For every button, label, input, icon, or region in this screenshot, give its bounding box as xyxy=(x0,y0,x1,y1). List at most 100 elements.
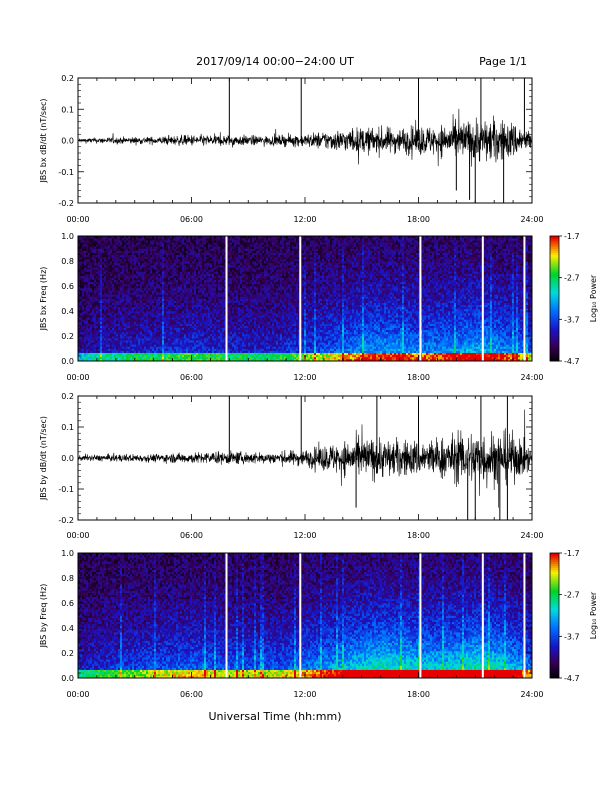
spectrogram-cell xyxy=(102,301,104,303)
spectrogram-cell xyxy=(112,321,114,323)
spectrogram-cell xyxy=(132,334,134,336)
spectrogram-cell xyxy=(84,317,86,319)
spectrogram-cell xyxy=(132,265,134,267)
spectrogram-cell xyxy=(100,253,102,255)
spectrogram-cell xyxy=(198,301,200,303)
spectrogram-cell xyxy=(166,340,168,342)
spectrogram-cell xyxy=(112,301,114,303)
spectrogram-cell xyxy=(96,261,98,263)
spectrogram-cell xyxy=(210,259,212,261)
spectrogram-cell xyxy=(96,288,98,290)
spectrogram-cell xyxy=(176,274,178,276)
spectrogram-cell xyxy=(154,334,156,336)
spectrogram-cell xyxy=(154,249,156,251)
spectrogram-cell xyxy=(134,338,136,340)
spectrogram-cell xyxy=(132,313,134,315)
spectrogram-cell xyxy=(236,299,238,301)
spectrogram-cell xyxy=(156,257,158,259)
spectrogram-cell xyxy=(188,282,190,284)
spectrogram-cell xyxy=(210,265,212,267)
spectrogram-cell xyxy=(204,271,206,273)
spectrogram-cell xyxy=(82,238,84,240)
spectrogram-cell xyxy=(230,351,232,353)
spectrogram-cell xyxy=(216,344,218,346)
spectrogram-cell xyxy=(192,317,194,319)
spectrogram-cell xyxy=(236,353,238,355)
spectrogram-cell xyxy=(180,255,182,257)
spectrogram-cell xyxy=(178,351,180,353)
spectrogram-cell xyxy=(220,344,222,346)
spectrogram-cell xyxy=(94,351,96,353)
spectrogram-cell xyxy=(110,253,112,255)
spectrogram-cell xyxy=(194,251,196,253)
spectrogram-cell xyxy=(156,261,158,263)
spectrogram-cell xyxy=(160,261,162,263)
spectrogram-cell xyxy=(128,334,130,336)
spectrogram-cell xyxy=(132,307,134,309)
spectrogram-cell xyxy=(214,271,216,273)
spectrogram-cell xyxy=(218,255,220,257)
spectrogram-cell xyxy=(156,284,158,286)
spectrogram-cell xyxy=(164,246,166,248)
spectrogram-cell xyxy=(80,357,82,359)
spectrogram-cell xyxy=(176,288,178,290)
spectrogram-cell xyxy=(156,342,158,344)
spectrogram-cell xyxy=(140,265,142,267)
spectrogram-cell xyxy=(152,303,154,305)
spectrogram-cell xyxy=(146,349,148,351)
spectrogram-cell xyxy=(152,315,154,317)
spectrogram-cell xyxy=(162,299,164,301)
spectrogram-cell xyxy=(200,353,202,355)
spectrogram-cell xyxy=(144,269,146,271)
spectrogram-cell xyxy=(220,309,222,311)
spectrogram-cell xyxy=(178,344,180,346)
spectrogram-cell xyxy=(222,311,224,313)
spectrogram-cell xyxy=(160,271,162,273)
spectrogram-cell xyxy=(230,263,232,265)
spectrogram-cell xyxy=(112,346,114,348)
spectrogram-cell xyxy=(110,261,112,263)
spectrogram-cell xyxy=(228,303,230,305)
spectrogram-cell xyxy=(184,276,186,278)
spectrogram-cell xyxy=(98,309,100,311)
spectrogram-cell xyxy=(220,288,222,290)
spectrogram-cell xyxy=(214,330,216,332)
spectrogram-cell xyxy=(108,269,110,271)
spectrogram-cell xyxy=(86,242,88,244)
spectrogram-cell xyxy=(206,342,208,344)
spectrogram-cell xyxy=(194,332,196,334)
spectrogram-cell xyxy=(236,313,238,315)
spectrogram-cell xyxy=(160,344,162,346)
spectrogram-cell xyxy=(102,330,104,332)
spectrogram-cell xyxy=(88,342,90,344)
spectrogram-cell xyxy=(194,303,196,305)
spectrogram-cell xyxy=(102,351,104,353)
spectrogram-cell xyxy=(170,305,172,307)
spectrogram-cell xyxy=(222,259,224,261)
spectrogram-cell xyxy=(160,351,162,353)
spectrogram-cell xyxy=(124,319,126,321)
spectrogram-cell xyxy=(124,357,126,359)
spectrogram-cell xyxy=(220,307,222,309)
spectrogram-cell xyxy=(186,253,188,255)
spectrogram-cell xyxy=(170,271,172,273)
spectrogram-cell xyxy=(206,278,208,280)
spectrogram-cell xyxy=(102,276,104,278)
spectrogram-cell xyxy=(126,259,128,261)
spectrogram-cell xyxy=(116,317,118,319)
spectrogram-cell xyxy=(194,286,196,288)
spectrogram-cell xyxy=(130,278,132,280)
spectrogram-cell xyxy=(170,280,172,282)
spectrogram-cell xyxy=(186,244,188,246)
spectrogram-cell xyxy=(100,309,102,311)
spectrogram-cell xyxy=(128,321,130,323)
spectrogram-cell xyxy=(182,317,184,319)
spectrogram-cell xyxy=(122,332,124,334)
spectrogram-cell xyxy=(136,305,138,307)
spectrogram-cell xyxy=(232,336,234,338)
spectrogram-cell xyxy=(178,261,180,263)
spectrogram-cell xyxy=(134,299,136,301)
spectrogram-cell xyxy=(92,249,94,251)
spectrogram-cell xyxy=(152,299,154,301)
spectrogram-cell xyxy=(176,357,178,359)
